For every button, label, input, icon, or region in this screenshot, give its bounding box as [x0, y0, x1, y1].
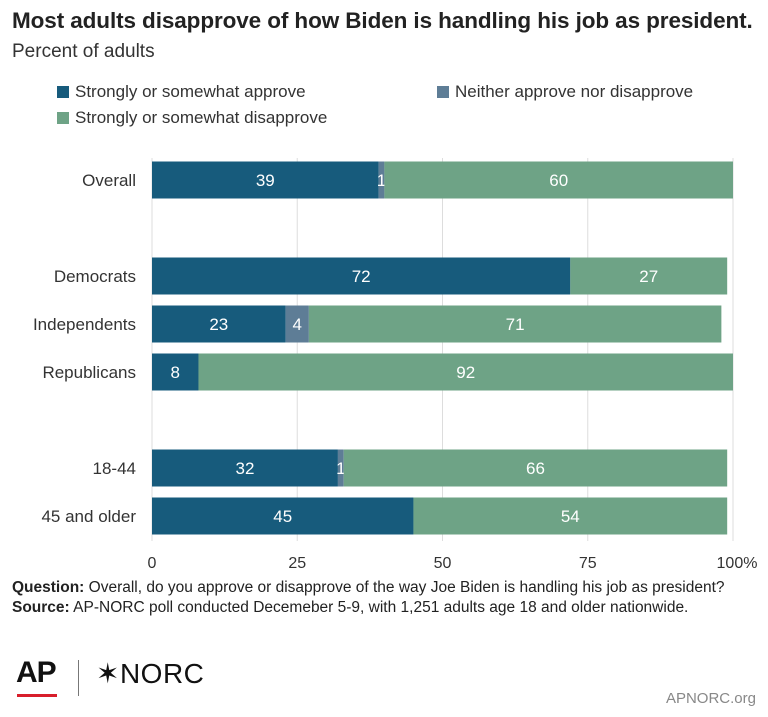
bar-segment — [285, 305, 309, 343]
bar-segment — [152, 497, 414, 535]
x-tick-label: 75 — [579, 555, 597, 572]
category-label: Independents — [33, 315, 136, 334]
x-tick-label: 100% — [717, 555, 758, 572]
bar-segment — [337, 449, 344, 487]
category-label: Republicans — [42, 363, 136, 382]
chart-subtitle: Percent of adults — [12, 41, 155, 62]
category-label: Overall — [82, 171, 136, 190]
bar-value-label: 27 — [639, 267, 658, 286]
bar-segment — [152, 449, 338, 487]
bar-segment — [198, 353, 734, 391]
source-text: AP-NORC poll conducted Decemeber 5-9, wi… — [73, 599, 689, 616]
bar-segment — [308, 305, 722, 343]
question-text: Overall, do you approve or disapprove of… — [88, 579, 725, 596]
legend-item-neither: Neither approve nor disapprove — [437, 82, 693, 102]
bar-segment — [152, 353, 199, 391]
bar-value-label: 4 — [293, 315, 302, 334]
category-label: 45 and older — [41, 507, 136, 526]
bar-value-label: 66 — [526, 459, 545, 478]
legend-swatch-disapprove — [57, 112, 69, 124]
category-label: 18-44 — [93, 459, 136, 478]
question-note: Question: Overall, do you approve or dis… — [12, 578, 760, 598]
legend-label-neither: Neither approve nor disapprove — [455, 82, 694, 101]
bar-segment — [152, 161, 379, 199]
source-note: Source: AP-NORC poll conducted Decemeber… — [12, 598, 760, 618]
bar-segment — [413, 497, 728, 535]
legend-item-approve: Strongly or somewhat approve — [57, 82, 306, 102]
bar-value-label: 71 — [506, 315, 525, 334]
bar-value-label: 23 — [209, 315, 228, 334]
bar-value-label: 60 — [549, 171, 568, 190]
legend-label-approve: Strongly or somewhat approve — [75, 82, 306, 101]
bar-value-label: 1 — [377, 171, 386, 190]
bar-segment — [152, 305, 286, 343]
bar-segment — [152, 257, 571, 295]
x-tick-label: 0 — [148, 555, 157, 572]
legend-swatch-neither — [437, 86, 449, 98]
bar-value-label: 39 — [256, 171, 275, 190]
x-tick-label: 25 — [288, 555, 306, 572]
question-label: Question: — [12, 579, 85, 596]
site-url: APNORC.org — [665, 690, 756, 707]
category-label: Democrats — [54, 267, 136, 286]
bar-value-label: 92 — [456, 363, 475, 382]
bar-value-label: 72 — [352, 267, 371, 286]
x-tick-label: 50 — [434, 555, 452, 572]
stacked-bar-chart: 0 25 50 75 100% Overall 39 1 60 Democrats 72 27 Inde… — [33, 158, 758, 572]
bar-segment — [570, 257, 728, 295]
chart-title: Most adults disapprove of how Biden is h… — [12, 8, 753, 33]
bar-value-label: 45 — [273, 507, 292, 526]
bar-value-label: 32 — [235, 459, 254, 478]
chart-notes: Question: Overall, do you approve or dis… — [12, 578, 760, 618]
ap-logo-underline — [17, 694, 57, 697]
source-label: Source: — [12, 599, 70, 616]
ap-logo: AP — [16, 656, 57, 689]
legend-label-disapprove: Strongly or somewhat disapprove — [75, 108, 328, 127]
legend-item-disapprove: Strongly or somewhat disapprove — [57, 108, 327, 128]
bar-value-label: 8 — [171, 363, 180, 382]
bar-segment — [378, 161, 385, 199]
bar-value-label: 54 — [561, 507, 580, 526]
bar-segment — [384, 161, 733, 199]
logo-divider — [78, 660, 79, 696]
norc-logo: ✶NORC — [96, 658, 205, 689]
bar-value-label: 1 — [336, 459, 345, 478]
legend-swatch-approve — [57, 86, 69, 98]
bar-segment — [343, 449, 728, 487]
